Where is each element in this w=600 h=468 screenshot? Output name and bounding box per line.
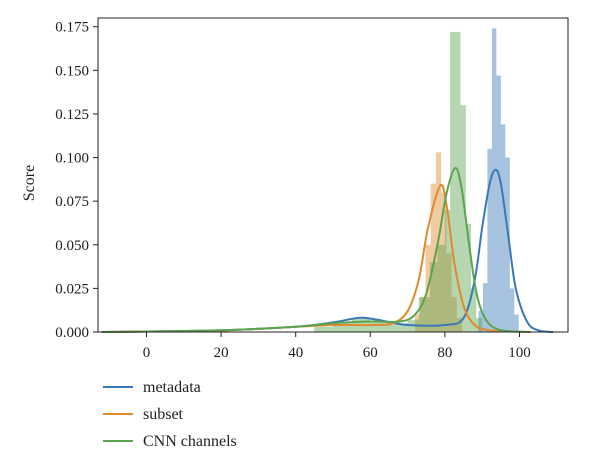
x-tick-label: 40 xyxy=(288,345,303,361)
y-tick-label: 0.050 xyxy=(55,238,89,254)
y-axis-label: Score xyxy=(21,165,38,201)
kde-line-cnn-channels xyxy=(101,167,531,333)
histogram-bar xyxy=(370,321,389,332)
histogram-bar xyxy=(465,223,472,332)
histogram-bar xyxy=(500,124,506,333)
histogram-bar xyxy=(429,262,438,332)
histogram-bar xyxy=(441,192,447,332)
y-tick-label: 0.125 xyxy=(55,107,89,123)
histogram-bar xyxy=(505,157,510,332)
y-tick-label: 0.025 xyxy=(55,281,89,297)
y-tick-label: 0.175 xyxy=(55,20,89,36)
x-tick-label: 60 xyxy=(363,345,378,361)
legend-item-subset: subset xyxy=(103,406,184,423)
histogram-bar xyxy=(418,297,430,332)
histogram-bar xyxy=(476,318,483,332)
x-tick-label: 80 xyxy=(437,345,452,361)
histogram-bar xyxy=(451,297,457,332)
histogram-bar xyxy=(388,323,408,332)
plot-axes: 0 20 40 60 80 100 0.0000.0250.0500.0750.1000.… xyxy=(21,17,569,361)
histogram-bar xyxy=(444,209,451,332)
legend-label: CNN channels xyxy=(143,433,237,450)
histogram-bar xyxy=(333,323,352,332)
x-tick-label: 20 xyxy=(214,345,229,361)
legend-label: metadata xyxy=(143,379,201,396)
legend-item-cnn-channels: CNN channels xyxy=(103,433,237,450)
histogram-bar xyxy=(491,28,497,332)
histogram-bar xyxy=(482,283,488,332)
histogram-bar xyxy=(415,314,421,332)
histogram-bar xyxy=(430,183,436,332)
histogram-bar xyxy=(514,314,519,332)
histogram-bar xyxy=(509,288,515,332)
y-tick-label: 0.000 xyxy=(55,325,89,341)
histogram-bar xyxy=(314,326,333,332)
histogram-bar xyxy=(420,297,426,332)
kde-curves xyxy=(101,167,554,333)
y-tick-label: 0.100 xyxy=(55,151,89,167)
y-tick-label: 0.150 xyxy=(55,63,89,79)
legend-item-metadata: metadata xyxy=(103,379,201,396)
histogram-bar xyxy=(456,318,463,332)
histogram-bar xyxy=(460,105,466,332)
bars-cnn-channels xyxy=(314,31,483,332)
histogram-bar xyxy=(446,253,452,332)
histogram-bar xyxy=(471,288,477,332)
histogram-bar xyxy=(496,75,501,333)
x-tick-label: 0 xyxy=(143,345,151,361)
y-tick-label: 0.075 xyxy=(55,194,89,210)
histogram-bar xyxy=(437,244,445,332)
bars-metadata xyxy=(478,28,519,333)
histogram-bar xyxy=(450,31,456,332)
x-axis-ticks: 0 20 40 60 80 100 xyxy=(143,332,531,361)
y-axis-ticks: 0.000 0.025 0.050 0.075 0.100 0.125 0.150 0.175 xyxy=(55,20,98,341)
histogram-bar xyxy=(487,148,492,332)
plot-frame xyxy=(97,17,569,333)
histogram-bar xyxy=(478,311,483,332)
x-tick-label: 100 xyxy=(508,345,531,361)
legend: metadata subset CNN channels xyxy=(103,379,237,450)
histogram-bar xyxy=(455,31,461,332)
legend-label: subset xyxy=(143,406,184,423)
